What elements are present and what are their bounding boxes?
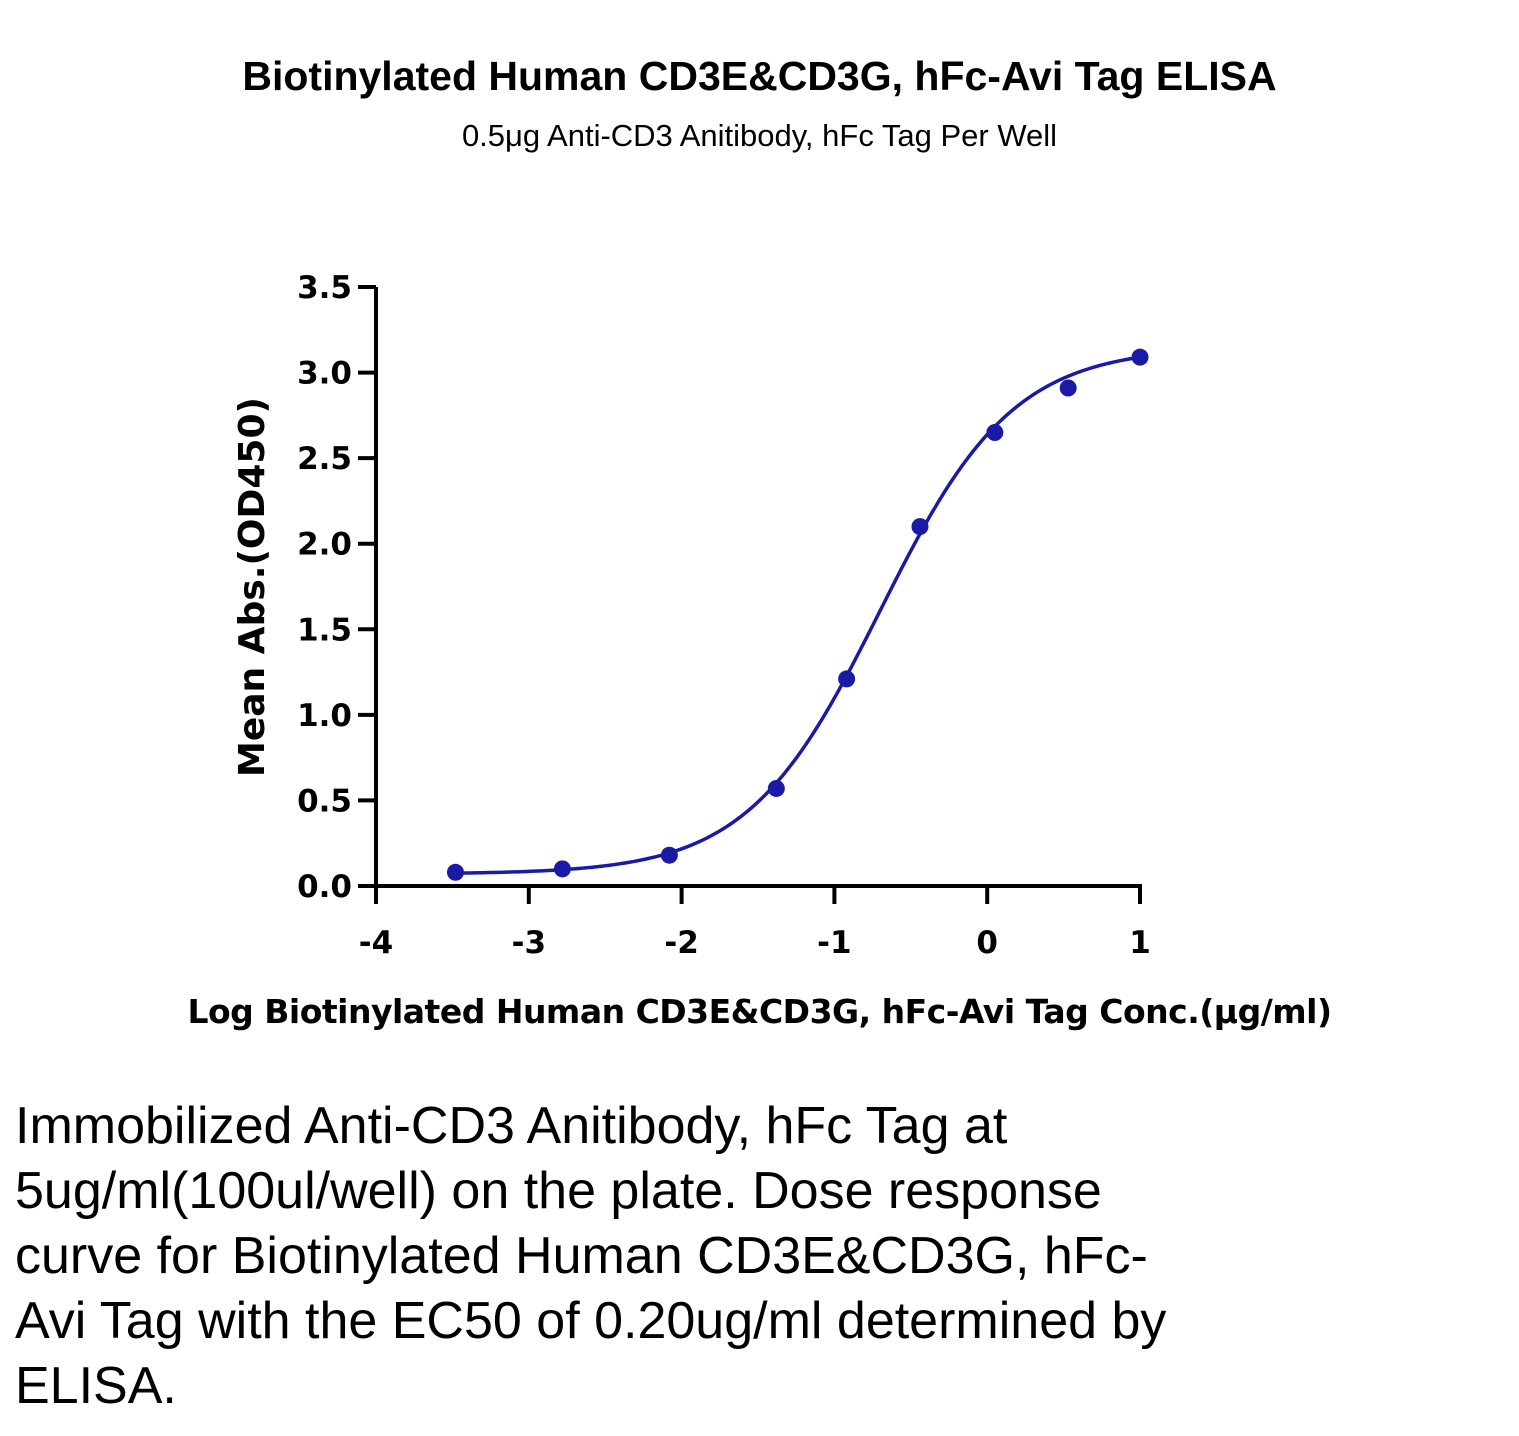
- x-axis-ticks: -4 -3 -2 -1 0 1: [359, 886, 1151, 961]
- y-tick-label: 0.0: [297, 869, 352, 905]
- y-tick-label: 1.5: [297, 612, 352, 648]
- y-tick-label: 2.0: [297, 527, 352, 563]
- y-tick-label: 1.0: [297, 698, 352, 734]
- y-tick-label: 0.5: [297, 783, 352, 819]
- fit-curve: [455, 355, 1141, 875]
- y-tick-label: 3.5: [297, 270, 352, 306]
- x-tick-label: -1: [817, 925, 851, 961]
- y-axis-title: Mean Abs.(OD450): [232, 397, 273, 777]
- data-point: [446, 863, 464, 881]
- chart-subtitle: 0.5μg Anti-CD3 Anitibody, hFc Tag Per We…: [461, 118, 1058, 153]
- y-axis-ticks: 0.0 0.5 1.0 1.5 2.0 2.5 3.0 3.5: [297, 270, 376, 905]
- x-tick-label: -4: [359, 925, 393, 961]
- data-point: [553, 860, 571, 878]
- x-tick-label: 0: [976, 925, 998, 961]
- data-points: [446, 348, 1149, 881]
- data-point: [767, 779, 785, 797]
- data-point: [838, 670, 856, 688]
- axes: [374, 287, 1142, 888]
- data-point: [911, 518, 929, 536]
- x-tick-label: -2: [664, 925, 698, 961]
- data-point: [660, 846, 678, 864]
- x-axis-title: Log Biotinylated Human CD3E&CD3G, hFc-Av…: [187, 992, 1332, 1031]
- y-tick-label: 3.0: [297, 356, 352, 392]
- y-tick-label: 2.5: [297, 441, 352, 477]
- data-point: [1131, 348, 1149, 366]
- x-tick-label: -3: [512, 925, 546, 961]
- x-tick-label: 1: [1129, 925, 1151, 961]
- data-point: [1059, 379, 1077, 397]
- data-point: [986, 423, 1004, 441]
- chart-title: Biotinylated Human CD3E&CD3G, hFc-Avi Ta…: [242, 53, 1277, 99]
- figure-caption: Immobilized Anti-CD3 Anitibody, hFc Tag …: [15, 1097, 1167, 1415]
